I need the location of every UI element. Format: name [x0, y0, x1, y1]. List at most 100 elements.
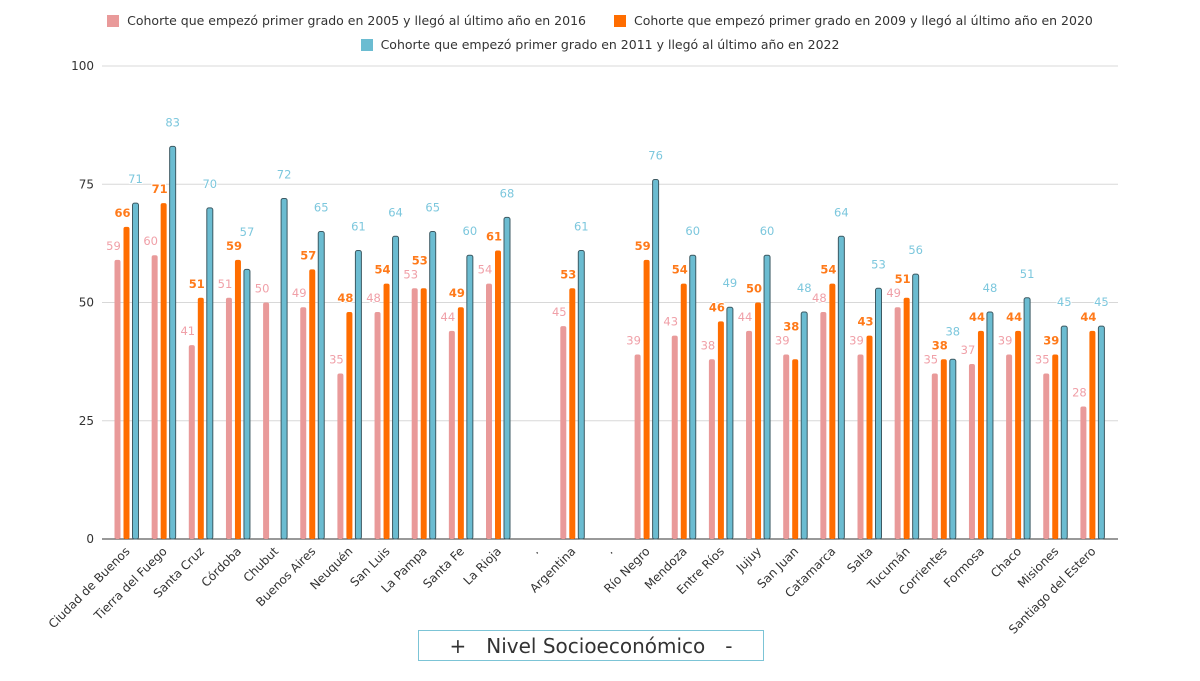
- legend-label: Cohorte que empezó primer grado en 2009 …: [633, 13, 1093, 28]
- data-label: 48: [983, 281, 998, 295]
- bar: [420, 288, 427, 539]
- minus-icon[interactable]: -: [725, 633, 733, 658]
- bar: [986, 311, 994, 540]
- data-label: 53: [560, 267, 576, 281]
- y-tick-label: 50: [79, 296, 94, 310]
- data-label: 64: [834, 205, 849, 219]
- nivel-socioeconomico-button[interactable]: + Nivel Socioeconómico -: [418, 630, 764, 661]
- bar: [466, 254, 474, 540]
- legend-label: Cohorte que empezó primer grado en 2011 …: [380, 37, 840, 52]
- bar: [894, 307, 901, 539]
- data-label: 71: [152, 182, 168, 196]
- x-tick-label: Santa Fe: [420, 544, 467, 591]
- x-tick-label: Formosa: [941, 544, 987, 590]
- data-label: 57: [300, 248, 316, 262]
- bar: [243, 268, 251, 540]
- legend-swatch: [360, 39, 373, 51]
- bar: [680, 283, 687, 539]
- bar: [1052, 354, 1059, 539]
- bar: [866, 335, 873, 539]
- data-label: 51: [895, 272, 911, 286]
- data-label: 50: [255, 282, 270, 296]
- data-label: 64: [388, 205, 403, 219]
- y-tick-label: 25: [79, 414, 94, 428]
- data-label: 39: [998, 334, 1013, 348]
- data-label: 54: [478, 263, 493, 277]
- bar: [429, 231, 437, 540]
- data-label: 71: [128, 172, 143, 186]
- bar: [560, 326, 567, 539]
- data-label: 37: [961, 343, 976, 357]
- bar: [829, 283, 836, 539]
- data-label: 38: [932, 338, 948, 352]
- data-label: 60: [143, 234, 158, 248]
- data-label: 45: [552, 305, 567, 319]
- bar: [383, 283, 390, 539]
- data-label: 60: [685, 224, 700, 238]
- data-label: 57: [240, 225, 255, 239]
- bar: [903, 297, 910, 539]
- bar: [820, 311, 827, 539]
- data-label: 44: [969, 310, 985, 324]
- data-label: 72: [277, 167, 292, 181]
- data-label: 39: [775, 334, 790, 348]
- data-label: 83: [165, 115, 180, 129]
- data-label: 59: [226, 239, 242, 253]
- data-label: 50: [746, 282, 762, 296]
- bar: [977, 330, 984, 539]
- bar: [337, 373, 344, 539]
- y-tick-label: 100: [71, 59, 94, 73]
- bar: [792, 359, 799, 539]
- data-label: 41: [180, 324, 195, 338]
- data-label: 54: [820, 263, 836, 277]
- data-label: 60: [463, 224, 478, 238]
- bar: [1023, 297, 1031, 540]
- data-label: 49: [449, 286, 465, 300]
- bar: [300, 307, 307, 539]
- x-tick-label: Chaco: [988, 544, 1024, 580]
- data-label: 43: [857, 315, 873, 329]
- plus-icon[interactable]: +: [449, 633, 467, 658]
- legend-item-2016[interactable]: Cohorte que empezó primer grado en 2005 …: [107, 10, 586, 32]
- data-label: 51: [189, 277, 205, 291]
- data-label: 49: [292, 286, 307, 300]
- bar: [392, 235, 400, 540]
- bar: [354, 249, 362, 540]
- legend-item-2022[interactable]: Cohorte que empezó primer grado en 2011 …: [360, 34, 840, 56]
- data-label: 38: [783, 320, 799, 334]
- bar: [197, 297, 204, 539]
- data-label: 70: [202, 177, 217, 191]
- bar: [280, 197, 288, 540]
- data-label: 35: [1035, 352, 1050, 366]
- bar: [448, 330, 455, 539]
- bar: [1097, 325, 1105, 540]
- bar: [206, 207, 214, 540]
- y-tick-label: 75: [79, 177, 94, 191]
- bar: [374, 311, 381, 539]
- legend-swatch: [107, 15, 120, 27]
- data-label: 48: [797, 281, 812, 295]
- x-tick-label: .: [529, 544, 542, 557]
- bar: [800, 311, 808, 540]
- data-label: 39: [849, 334, 864, 348]
- data-label: 39: [1043, 334, 1059, 348]
- bar: [234, 259, 241, 539]
- bar: [132, 202, 139, 540]
- bar: [263, 302, 270, 539]
- data-label: 65: [314, 201, 329, 215]
- data-label: 44: [1006, 310, 1022, 324]
- data-label: 48: [812, 291, 827, 305]
- bar: [1080, 406, 1087, 539]
- data-label: 39: [626, 334, 641, 348]
- bar: [689, 254, 697, 540]
- bar: [875, 287, 882, 540]
- legend-item-2020[interactable]: Cohorte que empezó primer grado en 2009 …: [613, 10, 1093, 32]
- data-label: 59: [106, 239, 121, 253]
- bar: [503, 216, 511, 540]
- data-label: 53: [871, 257, 886, 271]
- data-label: 53: [412, 253, 428, 267]
- bar: [755, 302, 762, 539]
- bar: [1006, 354, 1013, 539]
- bar: [1043, 373, 1050, 539]
- bar: [643, 259, 650, 539]
